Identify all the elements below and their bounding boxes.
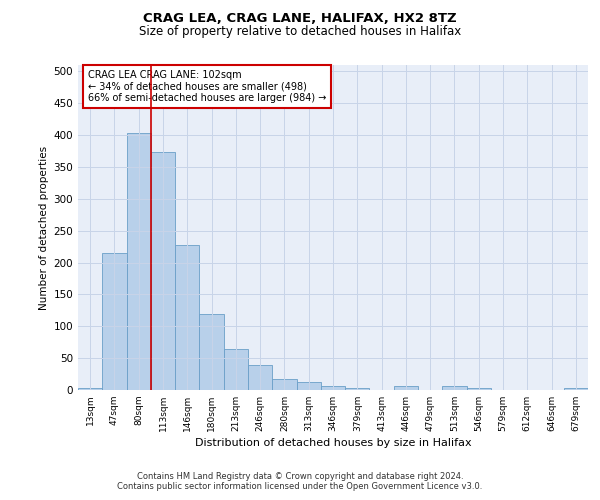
- Bar: [321, 386, 345, 390]
- Bar: [151, 152, 175, 390]
- Bar: [345, 388, 370, 390]
- Bar: [199, 314, 224, 390]
- Text: CRAG LEA CRAG LANE: 102sqm
← 34% of detached houses are smaller (498)
66% of sem: CRAG LEA CRAG LANE: 102sqm ← 34% of deta…: [88, 70, 326, 103]
- Bar: [102, 253, 127, 390]
- Bar: [78, 388, 102, 390]
- Bar: [248, 364, 272, 390]
- Bar: [296, 382, 321, 390]
- Bar: [467, 388, 491, 390]
- Text: Contains HM Land Registry data © Crown copyright and database right 2024.: Contains HM Land Registry data © Crown c…: [137, 472, 463, 481]
- Bar: [442, 386, 467, 390]
- Bar: [224, 348, 248, 390]
- Bar: [127, 133, 151, 390]
- Text: Size of property relative to detached houses in Halifax: Size of property relative to detached ho…: [139, 25, 461, 38]
- Bar: [272, 378, 296, 390]
- Text: Contains public sector information licensed under the Open Government Licence v3: Contains public sector information licen…: [118, 482, 482, 491]
- Text: CRAG LEA, CRAG LANE, HALIFAX, HX2 8TZ: CRAG LEA, CRAG LANE, HALIFAX, HX2 8TZ: [143, 12, 457, 26]
- Bar: [394, 386, 418, 390]
- X-axis label: Distribution of detached houses by size in Halifax: Distribution of detached houses by size …: [194, 438, 472, 448]
- Y-axis label: Number of detached properties: Number of detached properties: [39, 146, 49, 310]
- Bar: [175, 244, 199, 390]
- Bar: [564, 388, 588, 390]
